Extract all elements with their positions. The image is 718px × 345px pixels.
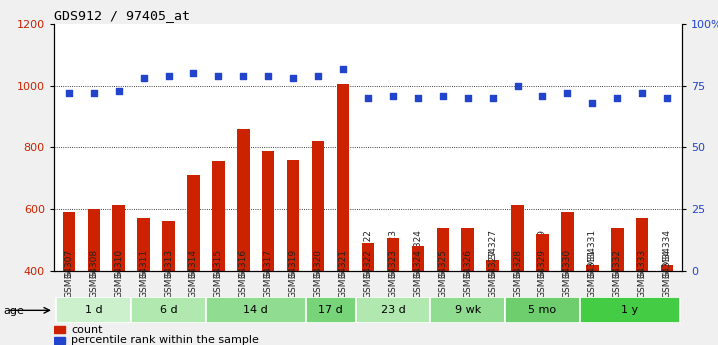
Point [263,73,274,79]
Text: 23 d: 23 d [381,305,405,315]
Bar [611,228,623,345]
Text: GSM34316: GSM34316 [239,249,248,298]
Text: 14 d: 14 d [243,305,268,315]
Text: GDS912 / 97405_at: GDS912 / 97405_at [54,9,190,22]
Point [537,93,549,98]
Bar [54,326,65,333]
Text: GSM34313: GSM34313 [164,249,173,298]
Point [138,76,149,81]
Text: GSM34333: GSM34333 [638,249,647,298]
Point [636,90,648,96]
Bar [536,234,549,345]
Bar [212,161,225,345]
Point [661,95,673,101]
Bar [511,205,524,345]
Point [362,95,373,101]
Bar [636,218,648,345]
Text: 6 d: 6 d [159,305,177,315]
Text: 5 mo: 5 mo [528,305,556,315]
Text: GSM34334: GSM34334 [663,249,671,298]
Text: GSM34321: GSM34321 [339,249,348,298]
Bar [437,228,449,345]
Point [238,73,249,79]
Text: GSM34323: GSM34323 [388,249,397,298]
Point [612,95,623,101]
Bar [411,246,424,345]
Point [113,88,124,93]
Text: GSM34315: GSM34315 [214,249,223,298]
Text: GSM34325: GSM34325 [438,249,447,298]
Text: GSM34328: GSM34328 [513,249,522,298]
Text: age: age [4,306,24,315]
Bar [88,209,100,345]
Point [88,90,100,96]
Point [163,73,174,79]
Text: 1 y: 1 y [621,305,638,315]
Text: GSM34331: GSM34331 [588,249,597,298]
Bar [131,297,206,323]
Bar [586,265,599,345]
Text: GSM34326: GSM34326 [463,249,472,298]
Bar [561,212,574,345]
Text: GSM34327: GSM34327 [488,249,497,298]
Bar [486,260,499,345]
Text: GSM34308: GSM34308 [89,249,98,298]
Point [561,90,573,96]
Point [337,66,349,71]
Bar [306,297,355,323]
Bar [287,160,299,345]
Bar [337,84,349,345]
Text: percentile rank within the sample: percentile rank within the sample [72,335,259,345]
Point [587,100,598,106]
Bar [430,297,505,323]
Bar [62,212,75,345]
Text: 9 wk: 9 wk [454,305,481,315]
Text: GSM34317: GSM34317 [264,249,273,298]
Text: 17 d: 17 d [318,305,343,315]
Bar [113,205,125,345]
Text: GSM34324: GSM34324 [414,249,422,298]
Bar [237,129,250,345]
Text: GSM34332: GSM34332 [612,249,622,298]
Bar [312,141,325,345]
Bar [462,228,474,345]
Bar [206,297,306,323]
Bar [54,337,65,344]
Point [412,95,424,101]
Text: GSM34314: GSM34314 [189,249,198,298]
Text: GSM34329: GSM34329 [538,249,547,298]
Point [213,73,224,79]
Point [462,95,473,101]
Bar [56,297,131,323]
Bar [187,175,200,345]
Point [312,73,324,79]
Text: GSM34319: GSM34319 [289,249,298,298]
Text: GSM34310: GSM34310 [114,249,123,298]
Bar [580,297,680,323]
Bar [262,150,274,345]
Text: GSM34311: GSM34311 [139,249,148,298]
Bar [387,238,399,345]
Bar [661,265,673,345]
Point [187,71,199,76]
Text: GSM34330: GSM34330 [563,249,572,298]
Bar [362,243,374,345]
Text: GSM34320: GSM34320 [314,249,322,298]
Point [512,83,523,89]
Bar [137,218,150,345]
Point [487,95,498,101]
Point [437,93,449,98]
Text: count: count [72,325,103,335]
Bar [162,221,174,345]
Text: GSM34307: GSM34307 [65,249,73,298]
Text: 1 d: 1 d [85,305,103,315]
Text: GSM34322: GSM34322 [363,249,373,298]
Point [63,90,75,96]
Bar [505,297,580,323]
Point [287,76,299,81]
Bar [355,297,430,323]
Point [387,93,398,98]
